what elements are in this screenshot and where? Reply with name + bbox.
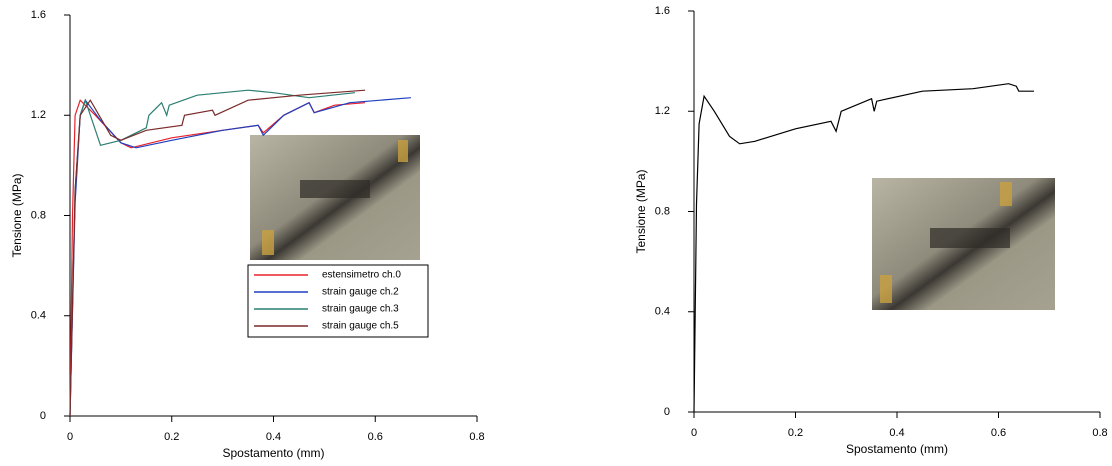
legend-label: strain gauge ch.2 [322,287,399,298]
y-tick-label: 0 [40,410,46,422]
x-tick-label: 0.2 [164,431,179,443]
y-tick-label: 0.8 [31,209,46,221]
y-tick-label: 0.8 [655,205,670,217]
specimen-photo [250,135,420,260]
legend-label: estensimetro ch.0 [322,270,401,281]
x-tick-label: 0 [691,427,697,439]
y-tick-label: 0 [664,406,670,418]
y-tick-label: 1.2 [31,109,46,121]
data-line [69,89,355,417]
y-tick-label: 0.4 [31,310,46,322]
legend-label: strain gauge ch.3 [322,304,399,315]
x-tick-label: 0.4 [889,427,904,439]
x-tick-label: 0.4 [266,431,281,443]
data-line [693,83,1034,413]
legend-label: strain gauge ch.5 [322,321,399,332]
x-tick-label: 0.8 [469,431,484,443]
y-tick-label: 1.6 [31,9,46,21]
y-axis-title: Tensione (MPa) [10,173,24,257]
y-tick-label: 0.4 [655,306,670,318]
x-tick-label: 0.2 [788,427,803,439]
legend-box [247,264,429,338]
y-tick-label: 1.2 [655,105,670,117]
x-tick-label: 0.6 [368,431,383,443]
y-tick-label: 1.6 [655,5,670,17]
x-tick-label: 0.8 [1092,427,1107,439]
x-axis-title: Spostamento (mm) [846,442,948,456]
x-tick-label: 0.6 [991,427,1006,439]
specimen-photo [872,178,1055,310]
x-tick-label: 0 [67,431,73,443]
x-axis-title: Spostamento (mm) [222,446,324,460]
data-line [69,89,366,417]
y-axis-title: Tensione (MPa) [634,169,648,253]
